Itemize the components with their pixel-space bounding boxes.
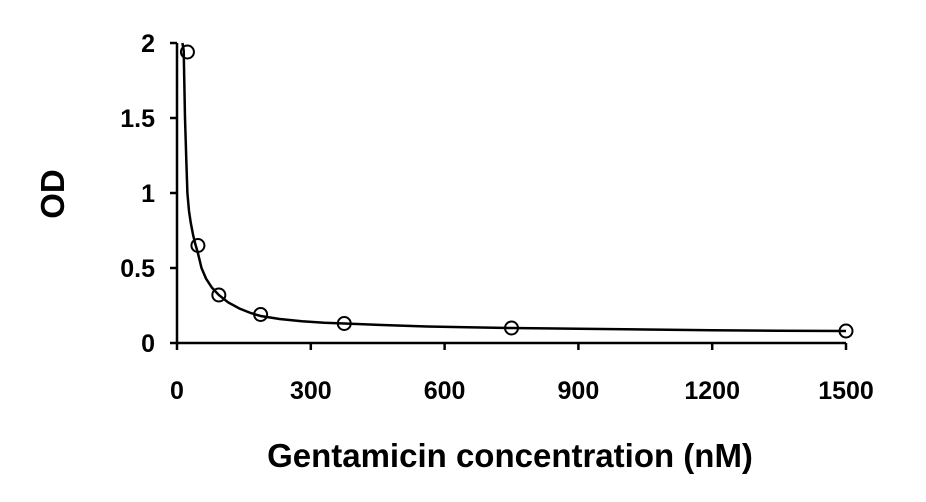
data-point (336, 316, 352, 331)
x-tick-label: 300 (290, 377, 332, 405)
y-tick-label: 2 (141, 30, 155, 58)
x-axis-title: Gentamicin concentration (nM) (267, 437, 753, 474)
data-point (211, 287, 227, 303)
data-points (179, 44, 854, 339)
x-tick-label: 1500 (818, 377, 874, 405)
y-axis-title: OD (34, 169, 71, 219)
data-point (253, 307, 269, 322)
data-point (838, 323, 854, 339)
fit-curve (181, 42, 847, 333)
data-point (190, 238, 206, 253)
y-tick-label: 0 (141, 330, 155, 358)
data-point (179, 44, 195, 60)
x-tick-label: 1200 (684, 377, 740, 405)
x-tick-label: 600 (424, 377, 466, 405)
x-tick-label: 0 (170, 377, 184, 405)
y-tick-label: 1.5 (120, 105, 155, 133)
y-tick-label: 1 (141, 180, 155, 208)
y-ticks: 0 0.5 1 1.5 2 (120, 30, 177, 358)
axes (175, 43, 846, 345)
y-tick-label: 0.5 (120, 255, 155, 283)
x-ticks: 0 300 600 900 1200 1500 (170, 343, 874, 405)
x-tick-label: 900 (558, 377, 600, 405)
data-point (504, 320, 519, 336)
